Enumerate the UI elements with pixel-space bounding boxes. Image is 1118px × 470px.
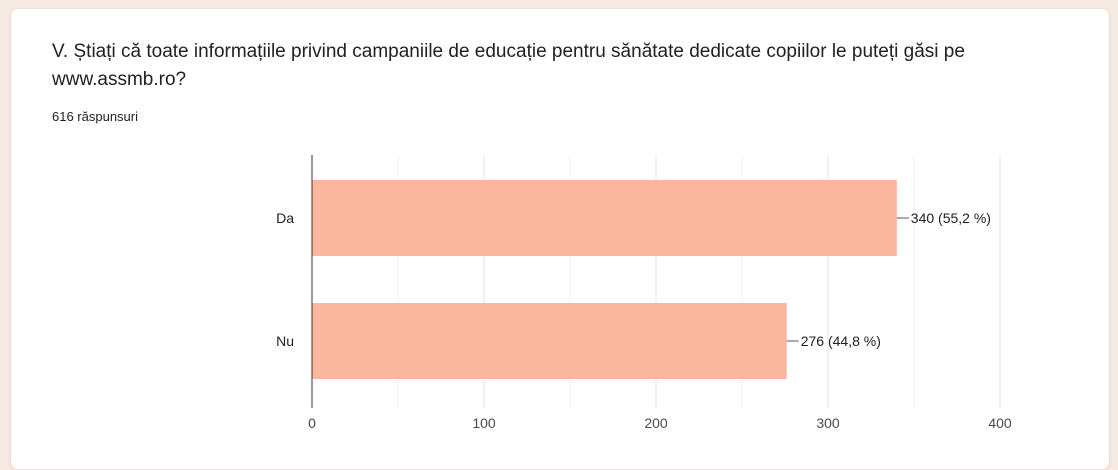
x-tick-label: 0 [308,415,316,431]
data-label: 276 (44,8 %) [801,333,881,349]
response-count: 616 răspunsuri [52,109,138,124]
bar-da [312,180,897,256]
x-tick-label: 400 [988,415,1012,431]
x-tick-label: 300 [816,415,840,431]
x-tick-label: 100 [472,415,496,431]
question-title: V. Știați că toate informațiile privind … [52,41,965,90]
data-label: 340 (55,2 %) [911,210,991,226]
category-label: Da [276,210,294,226]
bar-nu [312,303,787,379]
category-label: Nu [276,333,294,349]
x-tick-label: 200 [644,415,668,431]
